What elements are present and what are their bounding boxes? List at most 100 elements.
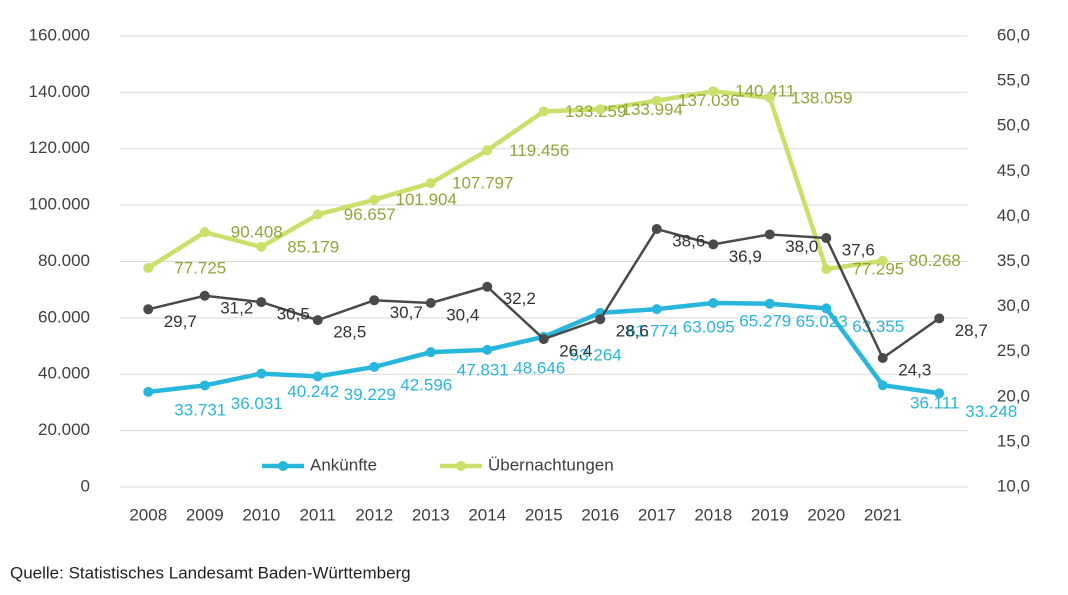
data-label: 107.797: [452, 174, 513, 193]
point: [369, 361, 380, 372]
y2-tick-label: 35,0: [997, 251, 1030, 270]
data-label: 33.248: [965, 402, 1017, 421]
data-label: 140.411: [735, 82, 795, 101]
point: [425, 178, 436, 189]
y2-tick-label: 25,0: [997, 341, 1030, 360]
data-label: 61.774: [626, 321, 678, 340]
y2-tick-label: 45,0: [997, 161, 1030, 180]
data-label: 29,7: [164, 312, 197, 331]
data-label: 65.279: [739, 311, 791, 330]
data-label: 65.023: [796, 312, 848, 331]
y-tick-label: 120.000: [29, 138, 90, 157]
y-tick-label: 80.000: [38, 251, 90, 270]
data-label: 32,2: [503, 289, 536, 308]
point: [708, 86, 719, 97]
y2-tick-label: 10,0: [997, 476, 1030, 495]
point: [708, 297, 719, 308]
data-label: 138.059: [791, 88, 852, 107]
y-tick-label: 160.000: [29, 25, 90, 44]
point: [482, 344, 493, 355]
data-label: 63.355: [852, 317, 904, 336]
point: [143, 386, 154, 397]
data-label: 90.408: [231, 223, 283, 242]
point: [143, 262, 154, 273]
y2-tick-label: 55,0: [997, 71, 1030, 90]
x-tick-label: 2021: [864, 505, 902, 524]
data-label: 42.596: [400, 375, 452, 394]
source: Quelle: Statistisches Landesamt Baden-Wü…: [10, 563, 411, 582]
data-label: 26,4: [559, 342, 592, 361]
data-label: 85.179: [287, 237, 339, 256]
x-tick-label: 2015: [525, 505, 563, 524]
point: [708, 239, 719, 250]
y2-tick-label: 40,0: [997, 206, 1030, 225]
point: [369, 194, 380, 205]
data-label: 133.994: [622, 100, 683, 119]
point: [595, 314, 606, 325]
data-label: 77.295: [852, 260, 904, 279]
y2-tick-label: 15,0: [997, 431, 1030, 450]
y2-tick-label: 60,0: [997, 25, 1030, 44]
point: [651, 304, 662, 315]
point: [651, 224, 662, 235]
point: [538, 334, 549, 345]
point: [425, 347, 436, 358]
point: [199, 380, 210, 391]
data-label: 40.242: [287, 382, 339, 401]
point: [256, 297, 267, 308]
data-label: 101.904: [396, 190, 457, 209]
x-tick-label: 2019: [751, 505, 789, 524]
point: [425, 297, 436, 308]
data-label: 96.657: [344, 205, 396, 224]
data-label: 36.111: [910, 394, 959, 413]
y-tick-label: 0: [81, 476, 90, 495]
point: [877, 353, 888, 364]
point: [369, 295, 380, 306]
data-label: 80.268: [909, 251, 961, 270]
point: [312, 371, 323, 382]
data-label: 28,6: [616, 322, 649, 341]
data-label: 30,5: [277, 305, 310, 324]
point: [538, 106, 549, 117]
x-tick-label: 2010: [242, 505, 280, 524]
series-line: [147, 88, 884, 272]
data-label: 119.456: [509, 141, 569, 160]
point: [651, 95, 662, 106]
data-label: 37,6: [842, 241, 875, 260]
point: [934, 313, 945, 324]
y2-tick-label: 50,0: [997, 116, 1030, 135]
legend-label: Ankünfte: [310, 455, 377, 474]
data-label: 33.731: [174, 400, 226, 419]
data-label: 38,0: [785, 237, 818, 256]
data-label: 28,7: [955, 321, 988, 340]
point: [877, 255, 888, 266]
x-tick-label: 2013: [412, 505, 450, 524]
data-label: 24,3: [898, 360, 931, 379]
point: [877, 380, 888, 391]
data-label: 31,2: [220, 298, 253, 317]
y-tick-label: 60.000: [38, 307, 90, 326]
point: [821, 303, 832, 314]
data-label: 38,6: [672, 232, 705, 251]
legend-marker: [456, 461, 466, 471]
point: [482, 145, 493, 156]
point: [312, 209, 323, 220]
y2-tick-label: 30,0: [997, 296, 1030, 315]
data-label: 47.831: [457, 361, 509, 380]
data-label: 36,9: [729, 247, 762, 266]
data-label: 36.031: [231, 394, 283, 413]
data-label: 30,4: [446, 305, 479, 324]
point: [312, 315, 323, 326]
point: [764, 229, 775, 240]
data-label: 137.036: [678, 91, 739, 110]
data-label: 77.725: [174, 258, 226, 277]
x-tick-label: 2016: [581, 505, 619, 524]
point: [821, 233, 832, 244]
data-label: 48.646: [513, 358, 565, 377]
y-tick-label: 40.000: [38, 364, 90, 383]
point: [821, 264, 832, 275]
point: [764, 298, 775, 309]
x-tick-label: 2018: [694, 505, 732, 524]
point: [199, 290, 210, 301]
